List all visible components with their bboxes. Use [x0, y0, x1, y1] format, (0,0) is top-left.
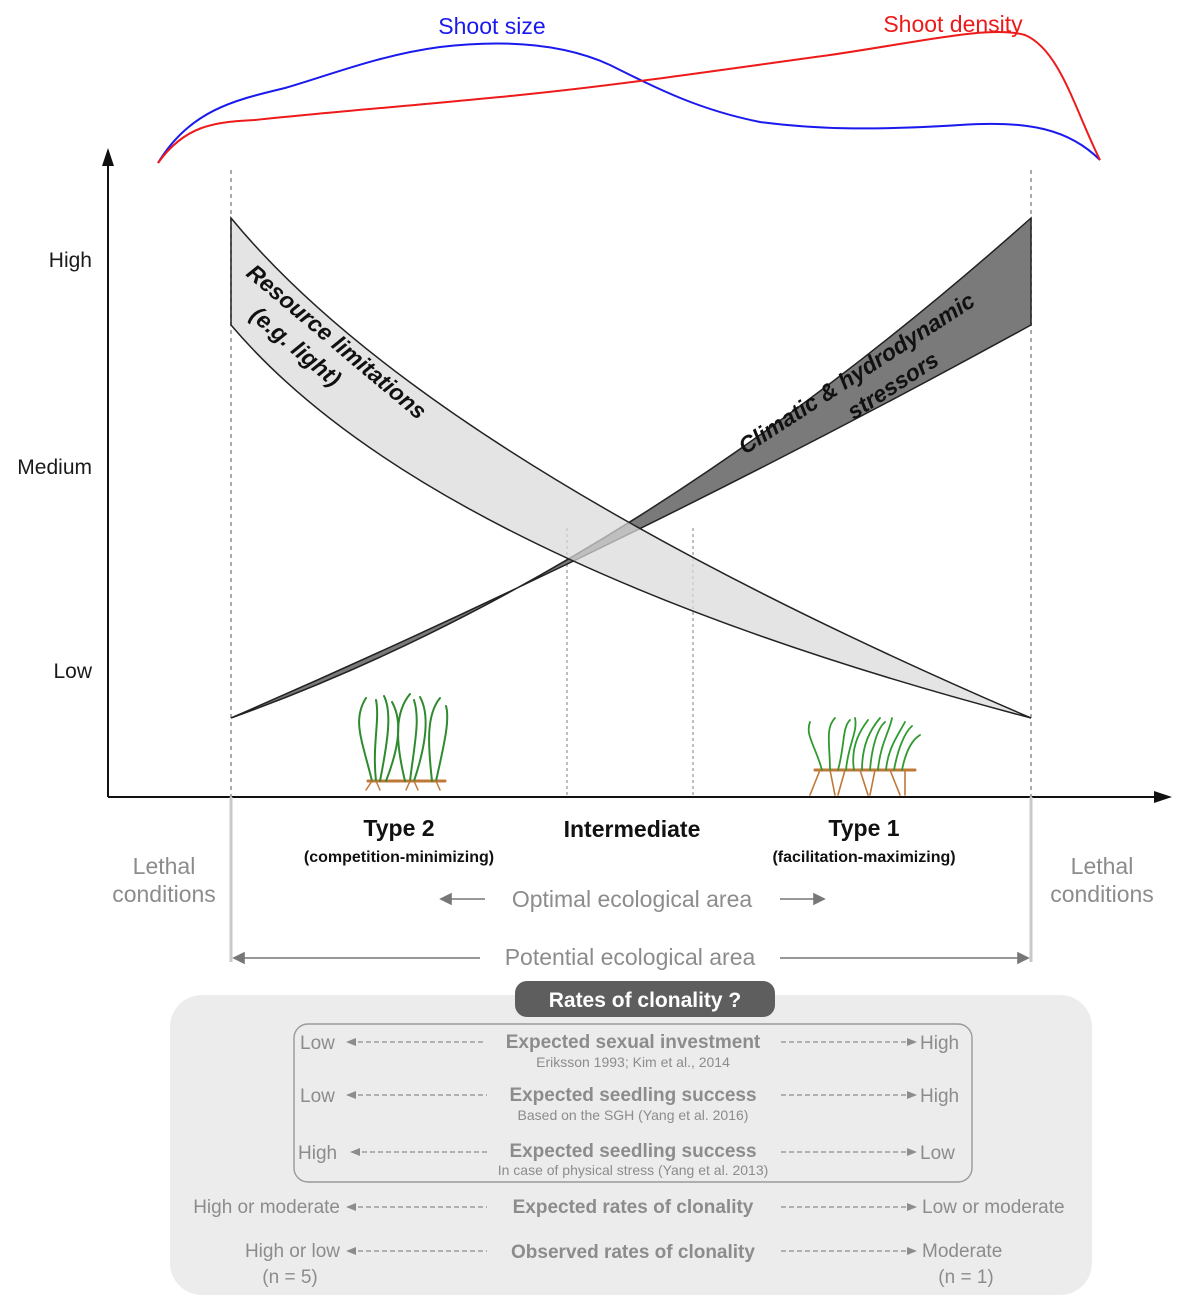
row5-left: High or low [245, 1241, 340, 1262]
row5-right: Moderate [922, 1241, 1002, 1262]
lethal-left-1: Lethal [133, 853, 196, 879]
shoot-size-label: Shoot size [438, 13, 545, 39]
shoot-density-curve [157, 30, 1101, 164]
row5-right-n: (n = 1) [938, 1267, 993, 1288]
row3-title: Expected seedling success [509, 1141, 756, 1162]
type2-plant-icon [358, 693, 449, 791]
potential-area-label: Potential ecological area [505, 944, 756, 970]
type2-subtitle: (competition-minimizing) [304, 849, 494, 866]
row1-left: Low [300, 1033, 335, 1054]
resource-limitations-band [230, 215, 1032, 719]
x-axis-arrow [1154, 791, 1172, 803]
optimal-area-label: Optimal ecological area [512, 886, 753, 912]
type1-plant-icon [807, 717, 921, 796]
lethal-left-2: conditions [112, 881, 216, 907]
row3-left: High [298, 1143, 337, 1164]
row4-title: Expected rates of clonality [513, 1197, 754, 1218]
lethal-right-1: Lethal [1071, 853, 1134, 879]
y-axis-arrow [102, 148, 114, 166]
clonality-title-badge [515, 981, 775, 1017]
row2-right: High [920, 1086, 959, 1107]
row3-sub: In case of physical stress (Yang et al. … [498, 1162, 769, 1178]
climatic-stressors-band [230, 216, 1032, 719]
shoot-density-label: Shoot density [883, 11, 1023, 37]
row5-left-n: (n = 5) [262, 1267, 317, 1288]
optimal-area-arrows [439, 892, 826, 906]
row5-title: Observed rates of clonality [511, 1242, 755, 1263]
expectations-box [293, 1023, 973, 1183]
y-label-low: Low [53, 660, 92, 683]
y-label-medium: Medium [17, 456, 92, 479]
clonality-panel [170, 995, 1092, 1295]
potential-area-arrows [232, 951, 1030, 965]
row4-left: High or moderate [193, 1197, 340, 1218]
row4-right: Low or moderate [922, 1197, 1065, 1218]
y-label-high: High [49, 249, 92, 272]
row1-title: Expected sexual investment [506, 1032, 761, 1053]
row1-right: High [920, 1033, 959, 1054]
intermediate-label: Intermediate [564, 816, 701, 842]
row2-left: Low [300, 1086, 335, 1107]
row2-sub: Based on the SGH (Yang et al. 2016) [518, 1107, 749, 1123]
row3-right: Low [920, 1143, 955, 1164]
type1-title: Type 1 [828, 815, 899, 841]
row1-sub: Eriksson 1993; Kim et al., 2014 [536, 1054, 730, 1070]
row2-title: Expected seedling success [509, 1085, 756, 1106]
type2-title: Type 2 [363, 815, 434, 841]
clonality-title: Rates of clonality ? [549, 989, 742, 1012]
lethal-right-2: conditions [1050, 881, 1154, 907]
shoot-size-curve [157, 42, 1101, 164]
type1-subtitle: (facilitation-maximizing) [772, 849, 955, 866]
